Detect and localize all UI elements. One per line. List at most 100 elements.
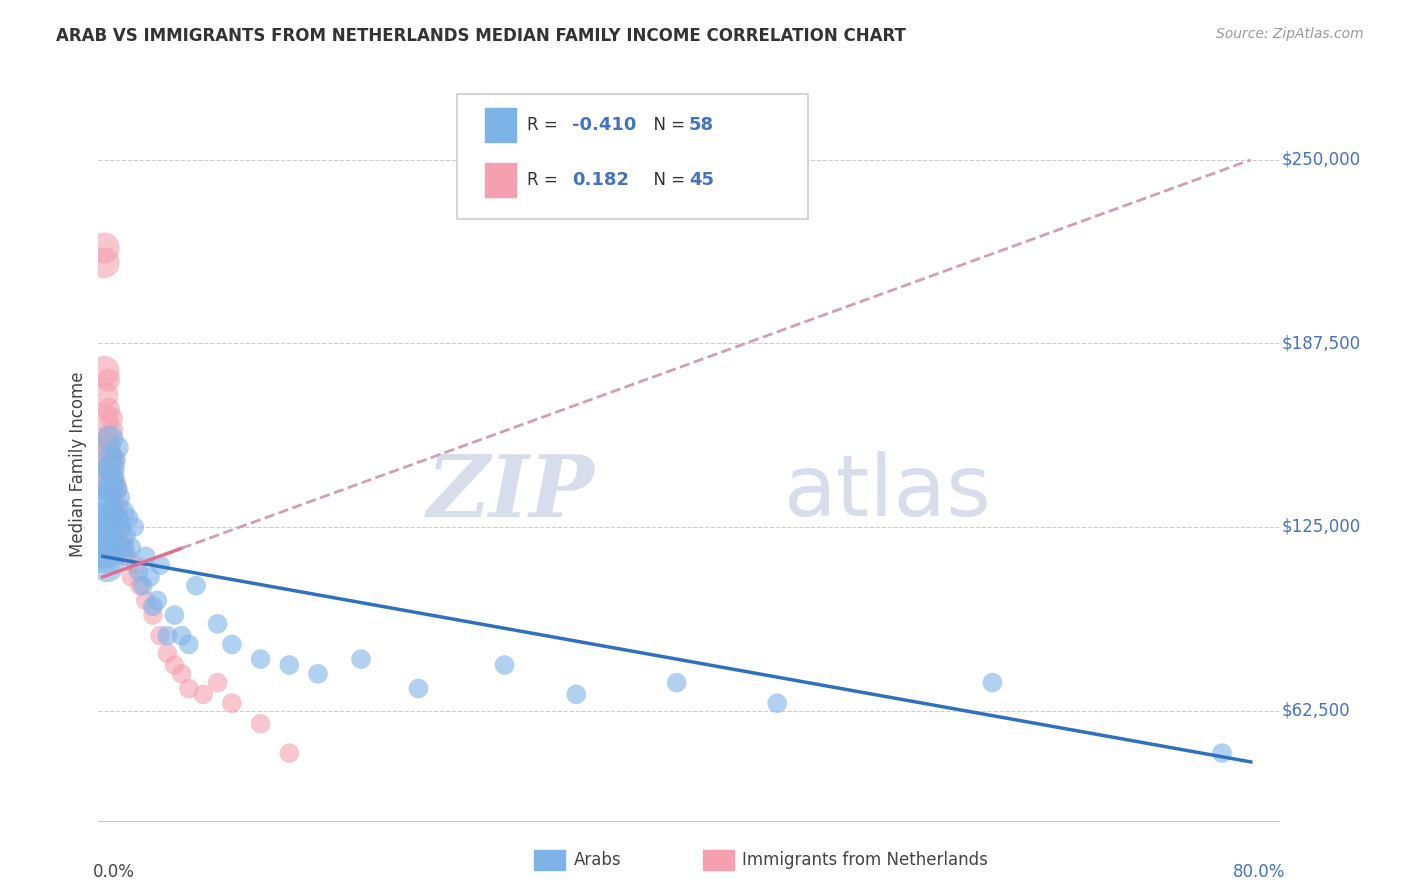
Text: N =: N =	[643, 116, 690, 134]
Point	[120, 541, 142, 555]
Point	[98, 482, 121, 496]
Point	[249, 652, 271, 666]
Point	[97, 452, 120, 467]
Point	[766, 696, 789, 710]
Point	[98, 482, 121, 496]
Point	[96, 511, 118, 525]
Point	[104, 534, 127, 549]
Point	[94, 500, 117, 514]
Point	[105, 441, 128, 455]
Point	[149, 629, 172, 643]
Point	[105, 482, 128, 496]
Point	[132, 579, 155, 593]
Point	[163, 608, 186, 623]
Point	[142, 599, 165, 614]
Point	[104, 475, 127, 490]
Point	[101, 470, 124, 484]
Point	[107, 500, 129, 514]
Point	[96, 441, 118, 455]
Point	[97, 432, 120, 446]
Point	[93, 364, 115, 378]
Point	[112, 541, 135, 555]
Text: ZIP: ZIP	[426, 450, 595, 534]
Point	[94, 432, 117, 446]
Point	[249, 716, 271, 731]
Text: R =: R =	[527, 116, 564, 134]
Point	[98, 461, 121, 475]
Point	[307, 666, 329, 681]
Text: 0.0%: 0.0%	[93, 863, 135, 881]
Point	[221, 637, 243, 651]
Point	[129, 579, 152, 593]
Point	[96, 461, 118, 475]
Point	[103, 505, 125, 519]
Point	[128, 564, 150, 578]
Point	[177, 681, 200, 696]
Text: 80.0%: 80.0%	[1233, 863, 1285, 881]
Point	[125, 558, 148, 573]
Point	[112, 529, 135, 543]
Point	[114, 549, 136, 564]
Point	[120, 570, 142, 584]
Point	[93, 541, 115, 555]
Point	[117, 511, 139, 525]
Point	[98, 446, 121, 460]
Text: Immigrants from Netherlands: Immigrants from Netherlands	[742, 851, 988, 869]
Point	[97, 534, 120, 549]
Point	[1211, 746, 1233, 760]
Point	[105, 511, 128, 525]
Text: -0.410: -0.410	[572, 116, 637, 134]
Point	[100, 452, 122, 467]
Text: atlas: atlas	[783, 450, 991, 534]
Point	[207, 616, 229, 631]
Point	[105, 511, 128, 525]
Point	[96, 475, 118, 490]
Point	[101, 423, 124, 437]
Point	[111, 534, 134, 549]
Point	[135, 593, 157, 607]
Point	[408, 681, 430, 696]
Text: $250,000: $250,000	[1282, 151, 1361, 169]
Point	[100, 411, 122, 425]
Y-axis label: Median Family Income: Median Family Income	[69, 371, 87, 557]
Point	[101, 461, 124, 475]
Text: N =: N =	[643, 170, 690, 189]
Point	[103, 452, 125, 467]
Point	[104, 511, 127, 525]
Point	[94, 388, 117, 402]
Point	[156, 629, 179, 643]
Point	[98, 432, 121, 446]
Text: $62,500: $62,500	[1282, 701, 1350, 720]
Point	[278, 746, 301, 760]
Point	[565, 687, 588, 701]
Point	[103, 452, 125, 467]
Point	[101, 520, 124, 534]
Point	[981, 675, 1004, 690]
Point	[111, 505, 134, 519]
Point	[93, 255, 115, 269]
Point	[156, 646, 179, 660]
Point	[108, 520, 131, 534]
Point	[97, 373, 120, 387]
Point	[100, 511, 122, 525]
Point	[96, 558, 118, 573]
Text: ARAB VS IMMIGRANTS FROM NETHERLANDS MEDIAN FAMILY INCOME CORRELATION CHART: ARAB VS IMMIGRANTS FROM NETHERLANDS MEDI…	[56, 27, 905, 45]
Point	[93, 520, 115, 534]
Point	[163, 658, 186, 673]
Text: 58: 58	[689, 116, 714, 134]
Point	[177, 637, 200, 651]
Point	[139, 570, 162, 584]
Text: Source: ZipAtlas.com: Source: ZipAtlas.com	[1216, 27, 1364, 41]
Point	[494, 658, 516, 673]
Point	[115, 549, 138, 564]
Text: 0.182: 0.182	[572, 170, 630, 189]
Point	[146, 593, 169, 607]
Point	[221, 696, 243, 710]
Point	[665, 675, 688, 690]
Point	[94, 529, 117, 543]
Point	[170, 666, 193, 681]
Text: R =: R =	[527, 170, 564, 189]
Point	[149, 558, 172, 573]
Point	[278, 658, 301, 673]
Point	[142, 608, 165, 623]
